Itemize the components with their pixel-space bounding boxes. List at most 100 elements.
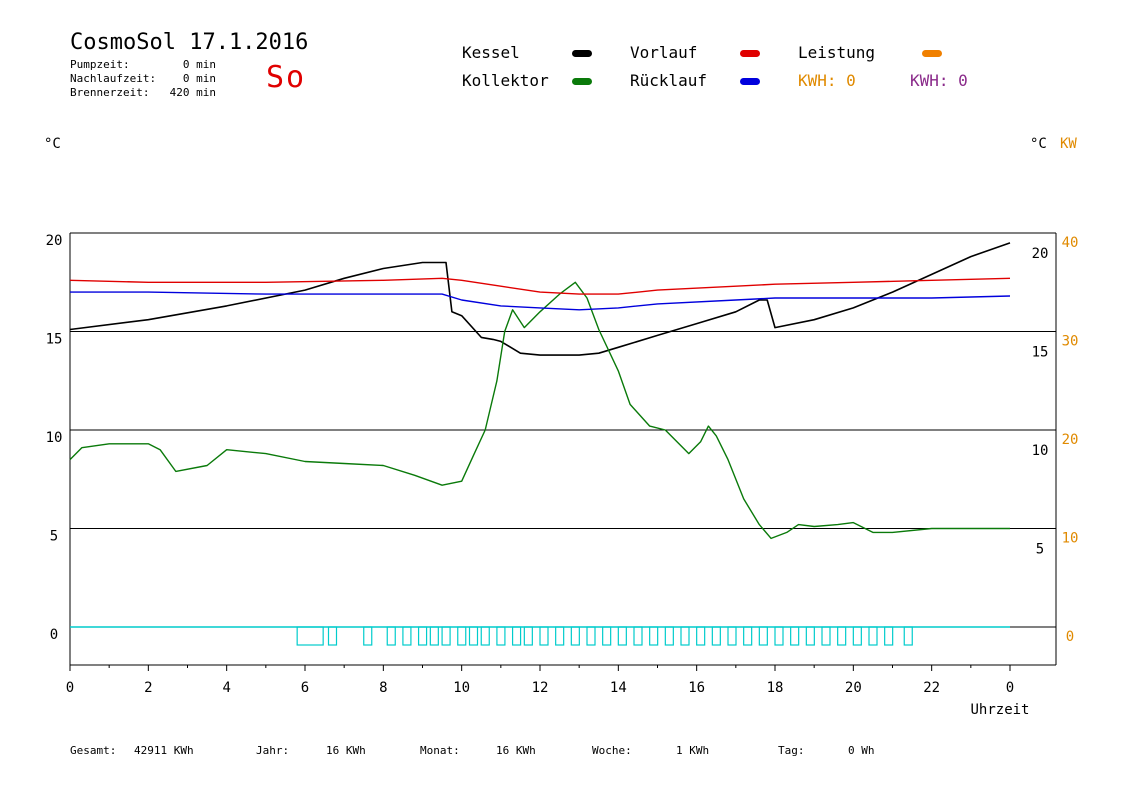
pump-pulse: [480, 626, 490, 646]
pump-pulse: [386, 626, 396, 646]
x-tick-label: 12: [532, 680, 549, 696]
y-tick-label-right-temp: 15: [1032, 345, 1049, 361]
pump-pulse: [805, 626, 815, 646]
pump-pulse: [758, 626, 768, 646]
footer-tag-label: Tag:: [778, 744, 805, 757]
x-tick-label: 8: [379, 680, 387, 696]
legend-vorlauf-label: Vorlauf: [630, 43, 698, 62]
series-line-3: [70, 291, 1011, 311]
pump-pulse: [363, 626, 373, 646]
pump-pulse: [429, 626, 439, 646]
legend-kwh-orange: KWH: 0: [798, 71, 856, 90]
y-axis-right-unit-kw: KW: [1060, 136, 1077, 152]
pump-pulse: [774, 626, 784, 646]
pump-pulse: [468, 626, 479, 646]
x-tick-label: 16: [688, 680, 705, 696]
info-nachlaufzeit-label: Nachlaufzeit:: [70, 72, 157, 85]
pump-pulse: [327, 626, 338, 646]
y-tick-label-left: 10: [46, 430, 63, 446]
x-tick-label: 4: [222, 680, 230, 696]
x-tick-label: 20: [845, 680, 862, 696]
pump-pulse: [511, 626, 522, 646]
y-tick-label-right-temp: 5: [1036, 542, 1044, 558]
pump-pulse: [821, 626, 831, 646]
legend-kessel-label: Kessel: [462, 43, 520, 62]
pump-pulse: [743, 626, 753, 646]
y-axis-right-unit-temp: °C: [1030, 136, 1047, 152]
pump-pulse: [402, 626, 412, 646]
footer-woche-label: Woche:: [592, 744, 632, 757]
pump-pulse: [441, 626, 451, 646]
series-line-0: [69, 242, 1011, 356]
legend-kollektor-swatch: [572, 78, 592, 85]
x-tick-label: 0: [1006, 680, 1014, 696]
pump-pulse: [539, 626, 549, 646]
y-tick-label-right-temp: 10: [1032, 443, 1049, 459]
pump-pulse: [523, 626, 533, 646]
series-line-2: [69, 277, 1011, 295]
y-tick-label-right-kw: 20: [1062, 432, 1079, 448]
pump-pulse: [570, 626, 580, 646]
pump-pulse: [457, 626, 467, 646]
x-tick-label: 10: [453, 680, 470, 696]
weekday-label: So: [266, 60, 307, 95]
page-title: CosmoSol 17.1.2016: [70, 30, 309, 55]
pump-pulse: [296, 626, 324, 646]
footer-jahr-value: 16 KWh: [326, 744, 366, 757]
pump-pulse: [664, 626, 674, 646]
y-tick-label-right-temp: 20: [1032, 246, 1049, 262]
x-tick-label: 14: [610, 680, 627, 696]
footer-gesamt-label: Gesamt:: [70, 744, 117, 757]
legend-ruecklauf-label: Rücklauf: [630, 71, 708, 90]
footer-monat-value: 16 KWh: [496, 744, 536, 757]
footer-tag-value: 0 Wh: [848, 744, 875, 757]
legend-leistung-label: Leistung: [798, 43, 876, 62]
pump-pulse: [837, 626, 847, 646]
pump-pulse: [696, 626, 706, 646]
pump-pulse: [586, 626, 596, 646]
pump-pulse: [727, 626, 737, 646]
pump-pulse: [852, 626, 862, 646]
x-axis-label: Uhrzeit: [970, 702, 1029, 718]
x-tick-label: 0: [66, 680, 74, 696]
footer-monat-label: Monat:: [420, 744, 460, 757]
y-tick-label-left: 5: [50, 529, 58, 545]
y-axis-left-unit: °C: [44, 136, 61, 152]
pump-pulse: [903, 626, 913, 646]
pump-pulse: [884, 626, 894, 646]
pump-pulse: [602, 626, 612, 646]
x-tick-label: 2: [144, 680, 152, 696]
pump-pulse: [633, 626, 643, 646]
legend-kwh-purple: KWH: 0: [910, 71, 968, 90]
footer-gesamt-value: 42911 KWh: [134, 744, 194, 757]
info-nachlaufzeit-value: 0 min: [182, 72, 216, 85]
y-tick-label-left: 15: [46, 332, 63, 348]
y-tick-label-right-kw: 30: [1062, 334, 1079, 350]
y-tick-label-right-kw: 40: [1062, 235, 1079, 251]
pump-pulse: [790, 626, 800, 646]
pump-pulse: [555, 626, 565, 646]
x-tick-label: 22: [923, 680, 940, 696]
pump-pulse: [649, 626, 659, 646]
series-line-1: [69, 281, 1010, 540]
y-tick-label-left: 20: [46, 233, 63, 249]
y-tick-label-left: 0: [50, 627, 58, 643]
legend-vorlauf-swatch: [740, 50, 760, 57]
pump-pulse: [617, 626, 627, 646]
info-pumpzeit-label: Pumpzeit:: [70, 58, 130, 71]
legend-leistung-swatch: [922, 50, 942, 57]
x-tick-label: 6: [301, 680, 309, 696]
legend-kollektor-label: Kollektor: [462, 71, 549, 90]
info-pumpzeit-value: 0 min: [182, 58, 216, 71]
info-brennerzeit-value: 420 min: [169, 86, 216, 99]
pump-pulse: [868, 626, 878, 646]
pump-pulse: [680, 626, 690, 646]
y-tick-label-right-kw: 10: [1062, 531, 1079, 547]
y-tick-label-right-kw: 0: [1066, 629, 1074, 645]
info-brennerzeit-label: Brennerzeit:: [70, 86, 150, 99]
legend-ruecklauf-swatch: [740, 78, 760, 85]
pump-pulse: [496, 626, 506, 646]
legend-kessel-swatch: [572, 50, 592, 57]
pump-pulse: [417, 626, 428, 646]
